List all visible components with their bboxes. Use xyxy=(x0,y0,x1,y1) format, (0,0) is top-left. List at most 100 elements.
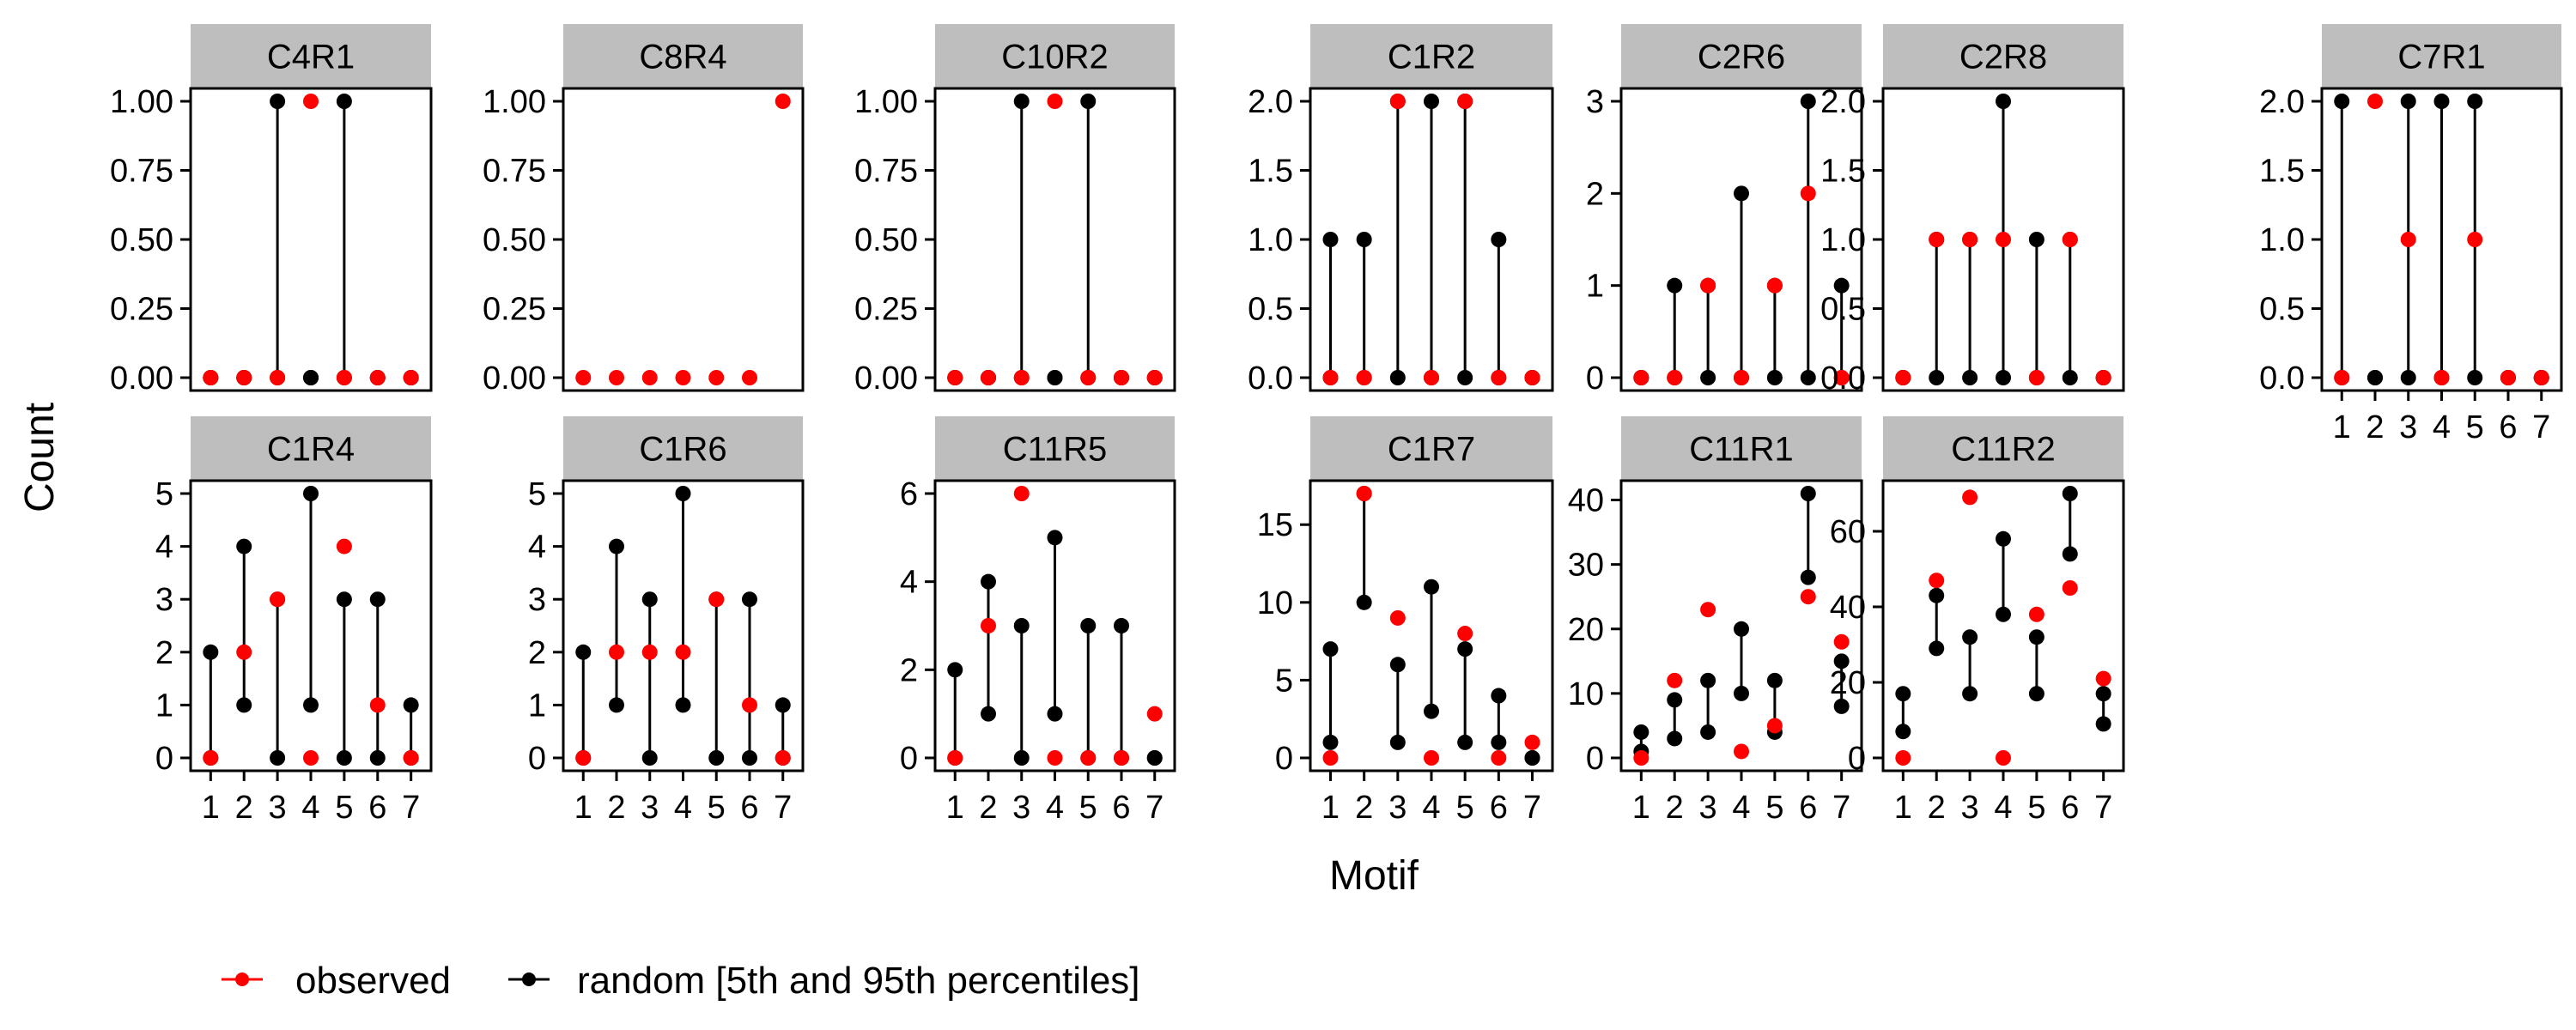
y-tick-label-c1r7: 15 xyxy=(1257,507,1293,543)
strip-label-c7r1: C7R1 xyxy=(2397,39,2485,76)
panel-border-c11r2 xyxy=(1881,479,2125,772)
random-low-point-c1r4 xyxy=(303,697,319,713)
observed-point-c11r1 xyxy=(1734,743,1749,760)
x-tick-label-c1r7: 2 xyxy=(1355,790,1373,826)
observed-point-c2r6 xyxy=(1633,370,1649,385)
observed-point-c1r6 xyxy=(575,750,592,766)
x-tick-label-c1r6: 6 xyxy=(740,790,758,826)
observed-point-c4r1 xyxy=(403,370,419,385)
panel-c7r1: C7R1 0.0 0.5 1.0 1.5 2.0 1 2 3 4 5 6 7 xyxy=(2259,24,2563,445)
random-high-point-c10r2 xyxy=(1047,370,1063,385)
observed-point-c2r6 xyxy=(1734,370,1749,385)
random-high-point-c2r6 xyxy=(1800,94,1816,109)
observed-point-c1r7 xyxy=(1491,750,1507,766)
x-tick-label-c11r2: 1 xyxy=(1894,790,1912,826)
strip-label-c2r6: C2R6 xyxy=(1698,39,1785,76)
observed-point-c1r6 xyxy=(641,644,658,660)
observed-point-c2r8 xyxy=(1962,232,1978,247)
observed-point-c1r2 xyxy=(1457,94,1473,109)
observed-point-c11r5 xyxy=(1146,706,1163,722)
x-tick-label-c1r7: 3 xyxy=(1388,790,1406,826)
x-axis-title: Motif xyxy=(1329,853,1419,899)
y-tick-label-c2r6: 1 xyxy=(1586,269,1604,305)
random-low-point-c1r2 xyxy=(1457,370,1473,385)
y-tick-label-c1r6: 4 xyxy=(528,530,546,566)
strip-c8r4 xyxy=(563,24,803,88)
x-tick-label-c1r4: 2 xyxy=(235,790,253,826)
observed-point-c7r1 xyxy=(2334,370,2350,385)
random-low-point-c11r1 xyxy=(1700,724,1716,740)
observed-point-c1r2 xyxy=(1356,370,1372,385)
strip-c2r6 xyxy=(1621,24,1862,88)
x-tick-label-c11r2: 6 xyxy=(2061,790,2079,826)
y-tick-label-c4r1: 0.50 xyxy=(110,222,173,258)
legend-observed-marker xyxy=(235,972,249,986)
random-high-point-c11r5 xyxy=(1013,618,1030,633)
random-high-point-c11r1 xyxy=(1734,621,1749,637)
observed-point-c11r2 xyxy=(2028,606,2044,622)
y-tick-label-c8r4: 1.00 xyxy=(483,84,546,120)
random-high-point-c11r1 xyxy=(1766,672,1783,688)
random-high-point-c1r6 xyxy=(675,486,691,501)
y-tick-label-c11r2: 60 xyxy=(1830,514,1866,550)
random-low-point-c1r4 xyxy=(236,697,252,713)
random-high-point-c2r8 xyxy=(1996,94,2011,109)
x-tick-label-c1r6: 2 xyxy=(607,790,625,826)
y-tick-label-c1r7: 0 xyxy=(1275,741,1293,777)
observed-point-c2r8 xyxy=(1895,370,1911,385)
x-tick-label-c7r1: 2 xyxy=(2366,409,2384,445)
observed-point-c1r2 xyxy=(1389,94,1406,109)
panel-border-c10r2 xyxy=(933,87,1176,392)
x-tick-label-c11r2: 2 xyxy=(1928,790,1946,826)
x-tick-label-c7r1: 3 xyxy=(2399,409,2417,445)
random-high-point-c4r1 xyxy=(303,370,319,385)
random-low-point-c11r2 xyxy=(2028,686,2044,702)
observed-point-c8r4 xyxy=(575,370,592,385)
observed-point-c8r4 xyxy=(609,370,624,385)
random-high-point-c7r1 xyxy=(2400,94,2416,109)
random-low-point-c1r7 xyxy=(1491,734,1507,750)
x-tick-label-c1r6: 1 xyxy=(574,790,592,826)
observed-point-c1r4 xyxy=(203,750,219,766)
strip-c2r8 xyxy=(1883,24,2123,88)
observed-point-c11r1 xyxy=(1700,602,1716,618)
observed-point-c2r6 xyxy=(1667,370,1683,385)
y-tick-label-c11r1: 30 xyxy=(1568,548,1604,584)
observed-point-c1r6 xyxy=(775,750,791,766)
observed-point-c11r1 xyxy=(1633,750,1649,766)
random-high-point-c4r1 xyxy=(270,94,286,109)
y-tick-label-c11r5: 6 xyxy=(900,476,918,512)
panel-c11r1: C11R1 0 10 20 30 40 1 2 3 4 5 6 7 xyxy=(1568,416,1863,826)
y-tick-label-c11r2: 40 xyxy=(1830,590,1866,626)
observed-point-c1r7 xyxy=(1356,486,1372,501)
x-tick-label-c11r1: 7 xyxy=(1832,790,1850,826)
random-high-point-c1r6 xyxy=(775,697,791,713)
y-tick-label-c10r2: 0.75 xyxy=(854,154,918,190)
y-tick-label-c8r4: 0.50 xyxy=(483,222,546,258)
x-tick-label-c1r4: 7 xyxy=(402,790,420,826)
random-high-point-c11r2 xyxy=(1929,587,1945,603)
y-tick-label-c1r4: 3 xyxy=(155,582,173,618)
observed-point-c7r1 xyxy=(2400,232,2416,247)
random-low-point-c1r4 xyxy=(336,750,352,766)
y-tick-label-c11r1: 20 xyxy=(1568,612,1604,648)
y-tick-label-c2r8: 1.0 xyxy=(1820,222,1866,258)
observed-point-c10r2 xyxy=(947,370,963,385)
random-high-point-c11r2 xyxy=(1895,686,1911,702)
strip-label-c11r2: C11R2 xyxy=(1951,431,2056,469)
observed-point-c1r6 xyxy=(675,644,691,660)
random-high-point-c1r7 xyxy=(1491,688,1507,704)
panel-c10r2: C10R2 0.00 0.25 0.50 0.75 1.00 xyxy=(854,24,1176,397)
x-tick-label-c11r5: 3 xyxy=(1012,790,1030,826)
y-tick-label-c1r6: 0 xyxy=(528,741,546,777)
observed-point-c1r4 xyxy=(270,591,286,608)
panel-border-c2r6 xyxy=(1619,87,1863,392)
y-tick-label-c7r1: 0.5 xyxy=(2259,292,2305,328)
random-high-point-c11r5 xyxy=(947,662,963,678)
random-high-point-c11r1 xyxy=(1667,692,1683,708)
panel-c2r6: C2R6 0 1 2 3 xyxy=(1586,24,1863,397)
x-tick-label-c1r6: 3 xyxy=(641,790,659,826)
y-tick-label-c1r7: 10 xyxy=(1257,585,1293,621)
observed-point-c10r2 xyxy=(1080,370,1097,385)
